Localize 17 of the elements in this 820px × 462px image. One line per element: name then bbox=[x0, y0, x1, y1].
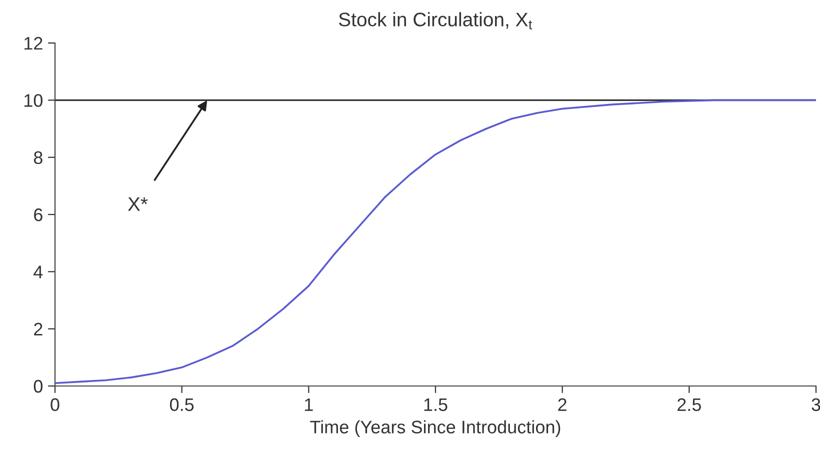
x-tick-label: 1.5 bbox=[424, 398, 448, 412]
x-tick-label: 0.5 bbox=[170, 398, 194, 412]
y-tick-label: 8 bbox=[34, 151, 42, 164]
x-tick-label: 3 bbox=[812, 398, 820, 412]
y-tick-label: 2 bbox=[34, 322, 42, 336]
y-tick-label: 12 bbox=[24, 36, 42, 50]
chart-title: Stock in Circulation, X$_{t}$ bbox=[338, 12, 532, 30]
y-tick-label: 0 bbox=[34, 380, 42, 393]
x-tick-label: 0 bbox=[50, 398, 60, 412]
x-tick-label: 1 bbox=[305, 398, 313, 411]
x-tick-label: 2 bbox=[558, 398, 566, 411]
annotation: X* bbox=[128, 197, 148, 211]
y-tick-label: 6 bbox=[34, 208, 42, 222]
x-axis-title: Time (Years Since Introduction) bbox=[310, 420, 560, 438]
y-tick-label: 4 bbox=[34, 266, 43, 278]
x-tick-label: 2.5 bbox=[678, 398, 701, 412]
y-tick-label: 10 bbox=[24, 94, 42, 107]
